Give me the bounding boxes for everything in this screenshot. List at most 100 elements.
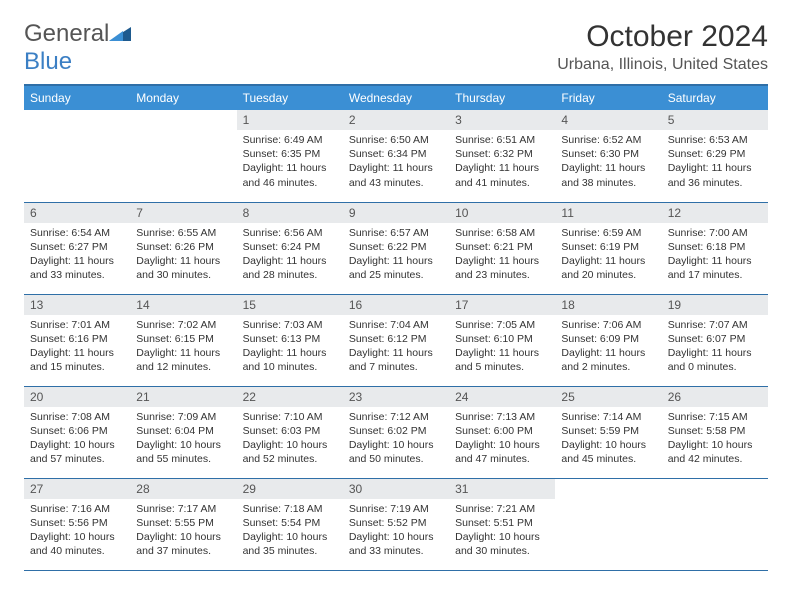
day-body: Sunrise: 7:07 AMSunset: 6:07 PMDaylight:… (662, 315, 768, 380)
calendar-day-cell: 30Sunrise: 7:19 AMSunset: 5:52 PMDayligh… (343, 478, 449, 570)
calendar-day-cell: 2Sunrise: 6:50 AMSunset: 6:34 PMDaylight… (343, 110, 449, 202)
title-block: October 2024 Urbana, Illinois, United St… (557, 20, 768, 74)
day-number: 26 (662, 387, 768, 407)
day-number: 9 (343, 203, 449, 223)
day-body: Sunrise: 7:03 AMSunset: 6:13 PMDaylight:… (237, 315, 343, 380)
header: GeneralBlue October 2024 Urbana, Illinoi… (24, 20, 768, 76)
calendar-day-cell: 27Sunrise: 7:16 AMSunset: 5:56 PMDayligh… (24, 478, 130, 570)
calendar-day-cell: 3Sunrise: 6:51 AMSunset: 6:32 PMDaylight… (449, 110, 555, 202)
day-number: 12 (662, 203, 768, 223)
calendar-day-cell: 11Sunrise: 6:59 AMSunset: 6:19 PMDayligh… (555, 202, 661, 294)
day-number: 30 (343, 479, 449, 499)
day-number: 17 (449, 295, 555, 315)
day-body: Sunrise: 7:02 AMSunset: 6:15 PMDaylight:… (130, 315, 236, 380)
calendar-body: 1Sunrise: 6:49 AMSunset: 6:35 PMDaylight… (24, 110, 768, 570)
calendar-day-cell: 16Sunrise: 7:04 AMSunset: 6:12 PMDayligh… (343, 294, 449, 386)
weekday-header: Monday (130, 85, 236, 110)
weekday-header: Wednesday (343, 85, 449, 110)
day-body: Sunrise: 7:04 AMSunset: 6:12 PMDaylight:… (343, 315, 449, 380)
calendar-day-cell: 12Sunrise: 7:00 AMSunset: 6:18 PMDayligh… (662, 202, 768, 294)
day-body: Sunrise: 7:14 AMSunset: 5:59 PMDaylight:… (555, 407, 661, 472)
day-number: 28 (130, 479, 236, 499)
calendar-day-cell: 28Sunrise: 7:17 AMSunset: 5:55 PMDayligh… (130, 478, 236, 570)
day-body: Sunrise: 6:50 AMSunset: 6:34 PMDaylight:… (343, 130, 449, 195)
calendar-day-cell: 18Sunrise: 7:06 AMSunset: 6:09 PMDayligh… (555, 294, 661, 386)
calendar-week-row: 1Sunrise: 6:49 AMSunset: 6:35 PMDaylight… (24, 110, 768, 202)
day-number: 18 (555, 295, 661, 315)
day-number: 20 (24, 387, 130, 407)
calendar-day-cell: 15Sunrise: 7:03 AMSunset: 6:13 PMDayligh… (237, 294, 343, 386)
day-body: Sunrise: 7:06 AMSunset: 6:09 PMDaylight:… (555, 315, 661, 380)
day-body: Sunrise: 6:51 AMSunset: 6:32 PMDaylight:… (449, 130, 555, 195)
day-body: Sunrise: 7:16 AMSunset: 5:56 PMDaylight:… (24, 499, 130, 564)
calendar-empty-cell (555, 478, 661, 570)
day-body: Sunrise: 7:13 AMSunset: 6:00 PMDaylight:… (449, 407, 555, 472)
calendar-day-cell: 5Sunrise: 6:53 AMSunset: 6:29 PMDaylight… (662, 110, 768, 202)
day-number: 23 (343, 387, 449, 407)
calendar-day-cell: 19Sunrise: 7:07 AMSunset: 6:07 PMDayligh… (662, 294, 768, 386)
calendar-day-cell: 8Sunrise: 6:56 AMSunset: 6:24 PMDaylight… (237, 202, 343, 294)
calendar-day-cell: 10Sunrise: 6:58 AMSunset: 6:21 PMDayligh… (449, 202, 555, 294)
calendar-day-cell: 23Sunrise: 7:12 AMSunset: 6:02 PMDayligh… (343, 386, 449, 478)
day-number: 31 (449, 479, 555, 499)
day-number: 7 (130, 203, 236, 223)
day-number: 27 (24, 479, 130, 499)
day-body: Sunrise: 6:55 AMSunset: 6:26 PMDaylight:… (130, 223, 236, 288)
day-body: Sunrise: 6:54 AMSunset: 6:27 PMDaylight:… (24, 223, 130, 288)
day-number: 10 (449, 203, 555, 223)
calendar-week-row: 6Sunrise: 6:54 AMSunset: 6:27 PMDaylight… (24, 202, 768, 294)
day-body: Sunrise: 7:21 AMSunset: 5:51 PMDaylight:… (449, 499, 555, 564)
brand-logo: GeneralBlue (24, 20, 131, 76)
day-body: Sunrise: 7:05 AMSunset: 6:10 PMDaylight:… (449, 315, 555, 380)
weekday-header: Tuesday (237, 85, 343, 110)
day-body: Sunrise: 6:56 AMSunset: 6:24 PMDaylight:… (237, 223, 343, 288)
day-body: Sunrise: 7:01 AMSunset: 6:16 PMDaylight:… (24, 315, 130, 380)
calendar-empty-cell (662, 478, 768, 570)
day-number: 4 (555, 110, 661, 130)
calendar-day-cell: 20Sunrise: 7:08 AMSunset: 6:06 PMDayligh… (24, 386, 130, 478)
calendar-week-row: 20Sunrise: 7:08 AMSunset: 6:06 PMDayligh… (24, 386, 768, 478)
calendar-week-row: 27Sunrise: 7:16 AMSunset: 5:56 PMDayligh… (24, 478, 768, 570)
calendar-day-cell: 14Sunrise: 7:02 AMSunset: 6:15 PMDayligh… (130, 294, 236, 386)
day-number: 13 (24, 295, 130, 315)
calendar-header: SundayMondayTuesdayWednesdayThursdayFrid… (24, 85, 768, 110)
calendar-day-cell: 17Sunrise: 7:05 AMSunset: 6:10 PMDayligh… (449, 294, 555, 386)
brand-triangle-icon (109, 20, 131, 48)
day-body: Sunrise: 7:17 AMSunset: 5:55 PMDaylight:… (130, 499, 236, 564)
weekday-header: Friday (555, 85, 661, 110)
calendar-day-cell: 25Sunrise: 7:14 AMSunset: 5:59 PMDayligh… (555, 386, 661, 478)
day-body: Sunrise: 7:18 AMSunset: 5:54 PMDaylight:… (237, 499, 343, 564)
day-body: Sunrise: 7:08 AMSunset: 6:06 PMDaylight:… (24, 407, 130, 472)
day-number: 15 (237, 295, 343, 315)
calendar-week-row: 13Sunrise: 7:01 AMSunset: 6:16 PMDayligh… (24, 294, 768, 386)
calendar-day-cell: 29Sunrise: 7:18 AMSunset: 5:54 PMDayligh… (237, 478, 343, 570)
month-title: October 2024 (557, 20, 768, 54)
day-body: Sunrise: 6:57 AMSunset: 6:22 PMDaylight:… (343, 223, 449, 288)
day-number: 16 (343, 295, 449, 315)
day-number: 22 (237, 387, 343, 407)
calendar-day-cell: 7Sunrise: 6:55 AMSunset: 6:26 PMDaylight… (130, 202, 236, 294)
calendar-day-cell: 24Sunrise: 7:13 AMSunset: 6:00 PMDayligh… (449, 386, 555, 478)
calendar-day-cell: 4Sunrise: 6:52 AMSunset: 6:30 PMDaylight… (555, 110, 661, 202)
calendar-empty-cell (130, 110, 236, 202)
location: Urbana, Illinois, United States (557, 56, 768, 74)
calendar-day-cell: 21Sunrise: 7:09 AMSunset: 6:04 PMDayligh… (130, 386, 236, 478)
brand-text: GeneralBlue (24, 20, 131, 76)
day-number: 2 (343, 110, 449, 130)
day-body: Sunrise: 7:00 AMSunset: 6:18 PMDaylight:… (662, 223, 768, 288)
day-body: Sunrise: 6:59 AMSunset: 6:19 PMDaylight:… (555, 223, 661, 288)
calendar-day-cell: 6Sunrise: 6:54 AMSunset: 6:27 PMDaylight… (24, 202, 130, 294)
day-number: 1 (237, 110, 343, 130)
brand-part1: General (24, 20, 109, 47)
day-body: Sunrise: 6:58 AMSunset: 6:21 PMDaylight:… (449, 223, 555, 288)
day-body: Sunrise: 7:15 AMSunset: 5:58 PMDaylight:… (662, 407, 768, 472)
day-number: 14 (130, 295, 236, 315)
day-number: 5 (662, 110, 768, 130)
day-number: 6 (24, 203, 130, 223)
brand-part2: Blue (24, 48, 72, 75)
day-body: Sunrise: 6:52 AMSunset: 6:30 PMDaylight:… (555, 130, 661, 195)
weekday-header: Thursday (449, 85, 555, 110)
day-number: 8 (237, 203, 343, 223)
day-number: 21 (130, 387, 236, 407)
day-number: 3 (449, 110, 555, 130)
